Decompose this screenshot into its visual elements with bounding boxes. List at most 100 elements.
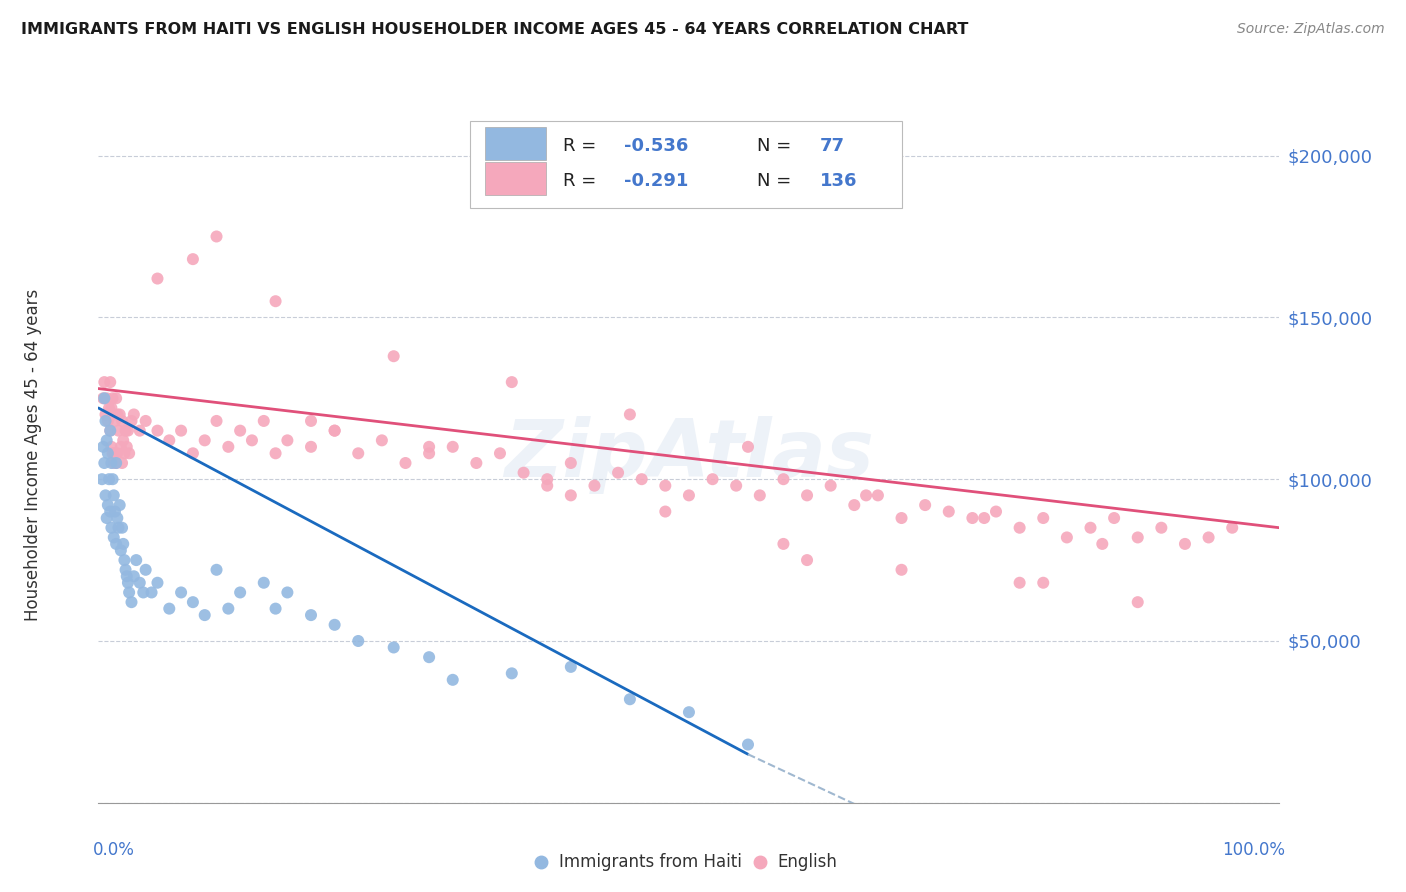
Text: 77: 77	[820, 137, 845, 155]
Text: N =: N =	[758, 172, 797, 190]
Point	[347, 446, 370, 460]
Point	[181, 446, 204, 460]
Point	[560, 660, 582, 674]
Point	[1091, 537, 1114, 551]
Point	[146, 424, 169, 438]
Point	[103, 531, 125, 545]
Point	[105, 511, 128, 525]
Point	[772, 472, 794, 486]
Text: -0.291: -0.291	[624, 172, 689, 190]
Text: IMMIGRANTS FROM HAITI VS ENGLISH HOUSEHOLDER INCOME AGES 45 - 64 YEARS CORRELATI: IMMIGRANTS FROM HAITI VS ENGLISH HOUSEHO…	[21, 22, 969, 37]
Point	[560, 456, 582, 470]
Point	[1126, 531, 1149, 545]
Point	[93, 456, 115, 470]
Point	[630, 472, 652, 486]
Point	[465, 456, 488, 470]
Point	[607, 466, 630, 480]
Point	[101, 446, 124, 460]
Point	[105, 456, 128, 470]
Point	[1008, 575, 1031, 590]
Point	[382, 349, 405, 363]
Point	[94, 488, 117, 502]
Point	[973, 511, 995, 525]
Point	[229, 585, 252, 599]
Point	[299, 608, 322, 623]
Point	[501, 666, 523, 681]
Point	[796, 553, 818, 567]
Point	[194, 608, 217, 623]
Point	[105, 446, 128, 460]
Point	[128, 575, 150, 590]
Point	[299, 440, 322, 454]
Point	[96, 511, 118, 525]
Text: 0.0%: 0.0%	[93, 841, 135, 859]
Point	[170, 424, 193, 438]
Text: 100.0%: 100.0%	[1222, 841, 1285, 859]
Point	[418, 650, 440, 665]
Point	[536, 478, 558, 492]
Point	[118, 585, 141, 599]
Point	[1198, 531, 1220, 545]
Point	[844, 498, 866, 512]
Text: Immigrants from Haiti: Immigrants from Haiti	[560, 853, 742, 871]
Point	[181, 595, 204, 609]
Point	[962, 511, 984, 525]
Point	[984, 504, 1007, 518]
Point	[229, 424, 252, 438]
Point	[103, 408, 125, 422]
Point	[418, 440, 440, 454]
Point	[170, 585, 193, 599]
Point	[104, 504, 127, 518]
Point	[583, 478, 606, 492]
Point	[115, 569, 138, 583]
Point	[103, 488, 125, 502]
Point	[112, 434, 135, 448]
Point	[276, 585, 298, 599]
Point	[135, 414, 157, 428]
Point	[101, 472, 124, 486]
Point	[264, 446, 287, 460]
Point	[441, 673, 464, 687]
Point	[107, 521, 129, 535]
Point	[100, 521, 122, 535]
Point	[619, 408, 641, 422]
Point	[253, 575, 276, 590]
Point	[1102, 511, 1125, 525]
Point	[91, 440, 114, 454]
Point	[146, 575, 169, 590]
Point	[132, 585, 155, 599]
Point	[115, 440, 138, 454]
Point	[98, 472, 121, 486]
Point	[96, 434, 118, 448]
Point	[501, 375, 523, 389]
Point	[114, 424, 136, 438]
Point	[111, 456, 134, 470]
Point	[654, 504, 676, 518]
Point	[128, 424, 150, 438]
Point	[107, 424, 129, 438]
Point	[97, 414, 120, 428]
Point	[157, 601, 180, 615]
Point	[418, 446, 440, 460]
Point	[748, 488, 770, 502]
Point	[240, 434, 263, 448]
Point	[93, 392, 115, 406]
Bar	[485, 127, 546, 160]
Bar	[485, 161, 546, 195]
Point	[118, 446, 141, 460]
Point	[264, 601, 287, 615]
FancyBboxPatch shape	[471, 121, 901, 208]
Point	[382, 640, 405, 655]
Point	[323, 617, 346, 632]
Point	[98, 375, 121, 389]
Point	[678, 705, 700, 719]
Point	[105, 392, 128, 406]
Point	[619, 692, 641, 706]
Point	[678, 488, 700, 502]
Text: N =: N =	[758, 137, 797, 155]
Point	[117, 424, 139, 438]
Point	[536, 472, 558, 486]
Point	[1220, 521, 1243, 535]
Point	[347, 634, 370, 648]
Text: Householder Income Ages 45 - 64 years: Householder Income Ages 45 - 64 years	[24, 289, 42, 621]
